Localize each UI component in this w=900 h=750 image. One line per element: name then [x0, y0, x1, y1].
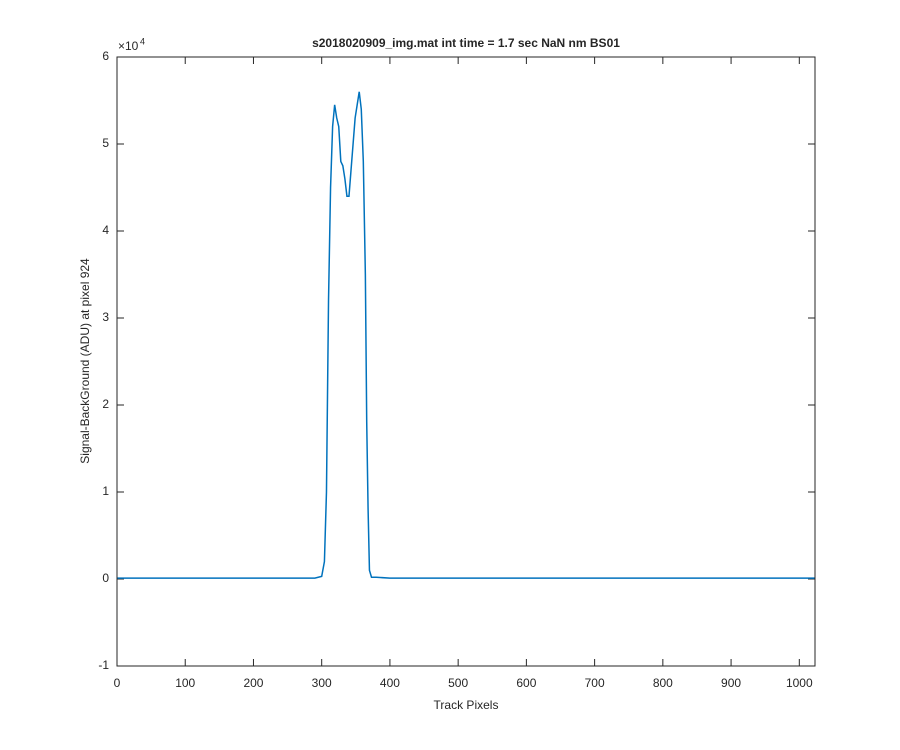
- x-tick-label: 500: [448, 676, 468, 690]
- y-tick-label: 1: [102, 484, 109, 498]
- y-exponent-power: 4: [140, 36, 145, 46]
- x-tick-label: 1000: [786, 676, 813, 690]
- y-tick-label: 2: [102, 397, 109, 411]
- x-tick-label: 200: [243, 676, 263, 690]
- x-tick-label: 700: [585, 676, 605, 690]
- y-tick-label: 3: [102, 310, 109, 324]
- x-tick-label: 400: [380, 676, 400, 690]
- plot-frame: [116, 56, 816, 667]
- y-tick-label: -1: [98, 658, 109, 672]
- y-exponent-base: ×10: [118, 39, 139, 53]
- x-tick-label: 800: [653, 676, 673, 690]
- y-tick-label: 4: [102, 223, 109, 237]
- x-tick-label: 100: [175, 676, 195, 690]
- x-tick-label: 300: [312, 676, 332, 690]
- x-tick-label: 0: [114, 676, 121, 690]
- y-axis-label: Signal-BackGround (ADU) at pixel 924: [78, 258, 92, 464]
- x-axis-label: Track Pixels: [434, 698, 499, 712]
- y-tick-label: 0: [102, 571, 109, 585]
- x-tick-label: 600: [516, 676, 536, 690]
- y-tick-label: 6: [102, 49, 109, 63]
- data-line: [117, 91, 815, 579]
- y-tick-label: 5: [102, 136, 109, 150]
- chart-title: s2018020909_img.mat int time = 1.7 sec N…: [312, 36, 620, 50]
- x-tick-label: 900: [721, 676, 741, 690]
